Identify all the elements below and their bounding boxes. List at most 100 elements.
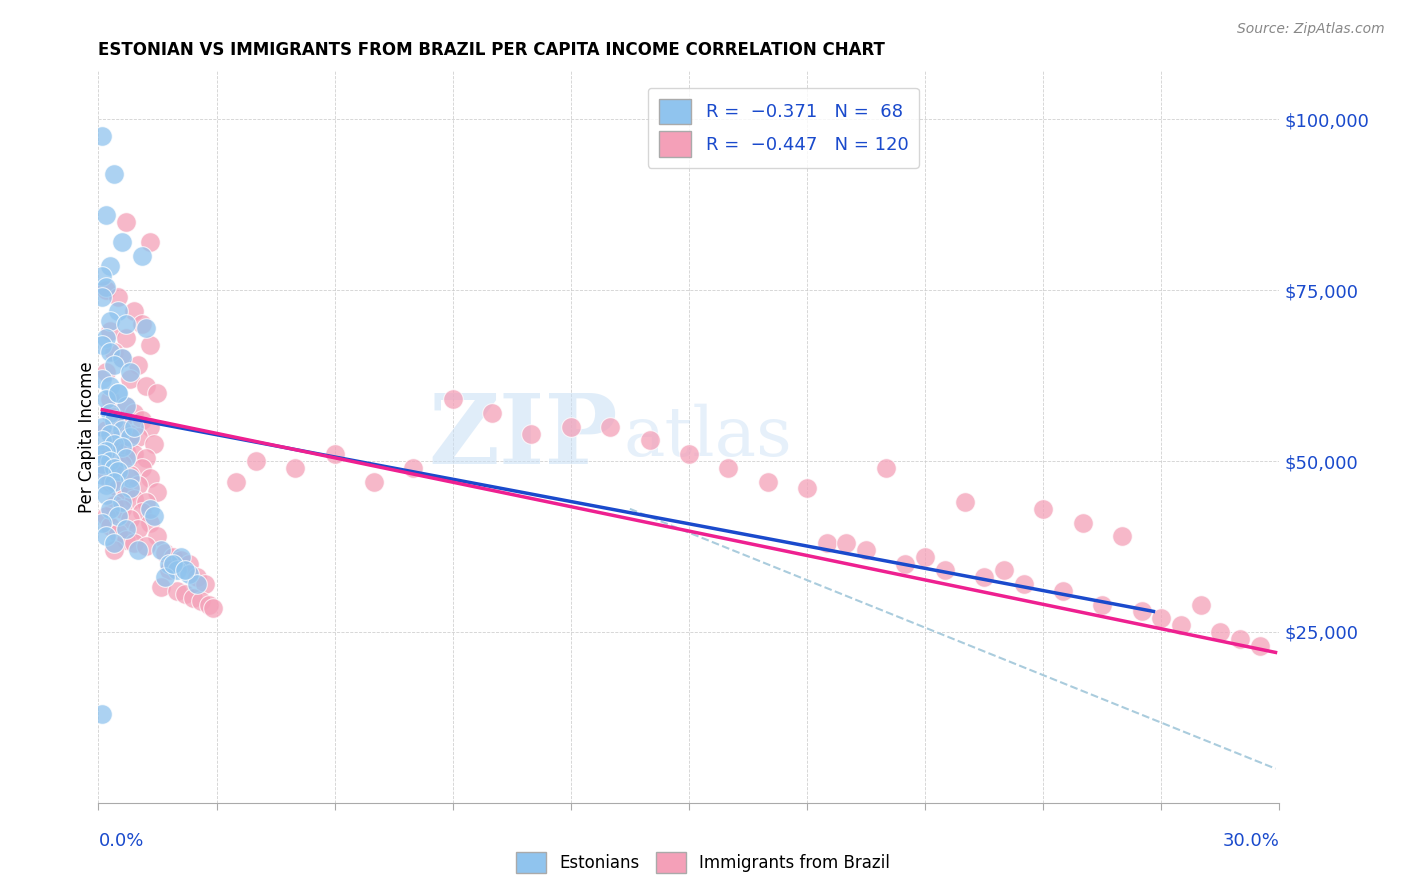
Point	[146, 484, 169, 499]
Point	[98, 426, 121, 441]
Point	[107, 481, 129, 495]
Point	[993, 563, 1015, 577]
Point	[91, 372, 114, 386]
Point	[98, 324, 121, 338]
Point	[118, 471, 141, 485]
Point	[118, 512, 141, 526]
Point	[1249, 639, 1271, 653]
Point	[103, 167, 125, 181]
Point	[150, 581, 173, 595]
Point	[638, 434, 661, 448]
Point	[122, 406, 145, 420]
Point	[91, 447, 114, 461]
Point	[835, 536, 858, 550]
Point	[323, 447, 346, 461]
Point	[111, 501, 134, 516]
Point	[138, 516, 160, 530]
Point	[131, 318, 153, 332]
Point	[115, 450, 138, 465]
Point	[481, 406, 503, 420]
Point	[177, 557, 200, 571]
Point	[560, 420, 582, 434]
Legend: Estonians, Immigrants from Brazil: Estonians, Immigrants from Brazil	[509, 846, 897, 880]
Point	[91, 706, 114, 721]
Point	[103, 536, 125, 550]
Point	[115, 400, 138, 414]
Point	[894, 557, 917, 571]
Point	[122, 491, 145, 506]
Point	[138, 338, 160, 352]
Text: atlas: atlas	[624, 404, 793, 470]
Point	[103, 413, 125, 427]
Point	[756, 475, 779, 489]
Point	[98, 454, 121, 468]
Point	[1071, 516, 1094, 530]
Point	[98, 475, 121, 489]
Point	[107, 385, 129, 400]
Point	[96, 331, 118, 345]
Point	[103, 409, 125, 424]
Point	[115, 215, 138, 229]
Point	[1209, 624, 1232, 639]
Point	[170, 553, 193, 567]
Point	[96, 443, 118, 458]
Point	[1189, 598, 1212, 612]
Point	[170, 549, 193, 564]
Text: ESTONIAN VS IMMIGRANTS FROM BRAZIL PER CAPITA INCOME CORRELATION CHART: ESTONIAN VS IMMIGRANTS FROM BRAZIL PER C…	[98, 41, 886, 59]
Point	[98, 314, 121, 328]
Point	[91, 434, 114, 448]
Point	[91, 458, 114, 472]
Point	[678, 447, 700, 461]
Point	[402, 460, 425, 475]
Point	[118, 372, 141, 386]
Point	[111, 235, 134, 250]
Point	[194, 577, 217, 591]
Point	[107, 525, 129, 540]
Text: 30.0%: 30.0%	[1223, 832, 1279, 850]
Point	[520, 426, 543, 441]
Point	[107, 464, 129, 478]
Point	[96, 488, 118, 502]
Point	[174, 587, 197, 601]
Point	[135, 379, 157, 393]
Point	[150, 542, 173, 557]
Point	[91, 338, 114, 352]
Point	[1170, 618, 1192, 632]
Point	[138, 420, 160, 434]
Point	[96, 478, 118, 492]
Point	[118, 467, 141, 482]
Point	[96, 464, 118, 478]
Point	[796, 481, 818, 495]
Point	[107, 303, 129, 318]
Point	[98, 344, 121, 359]
Point	[91, 290, 114, 304]
Point	[146, 529, 169, 543]
Point	[98, 519, 121, 533]
Point	[111, 351, 134, 366]
Point	[127, 522, 149, 536]
Point	[245, 454, 267, 468]
Point	[103, 344, 125, 359]
Point	[1091, 598, 1114, 612]
Point	[190, 594, 212, 608]
Point	[111, 458, 134, 472]
Point	[98, 392, 121, 407]
Point	[953, 495, 976, 509]
Point	[115, 318, 138, 332]
Point	[284, 460, 307, 475]
Point	[1032, 501, 1054, 516]
Point	[107, 508, 129, 523]
Point	[155, 546, 177, 560]
Point	[115, 400, 138, 414]
Point	[103, 454, 125, 468]
Point	[115, 488, 138, 502]
Point	[118, 426, 141, 441]
Point	[914, 549, 936, 564]
Point	[135, 540, 157, 554]
Point	[186, 577, 208, 591]
Text: 0.0%: 0.0%	[98, 832, 143, 850]
Point	[91, 420, 114, 434]
Text: Source: ZipAtlas.com: Source: ZipAtlas.com	[1237, 22, 1385, 37]
Point	[1229, 632, 1251, 646]
Point	[875, 460, 897, 475]
